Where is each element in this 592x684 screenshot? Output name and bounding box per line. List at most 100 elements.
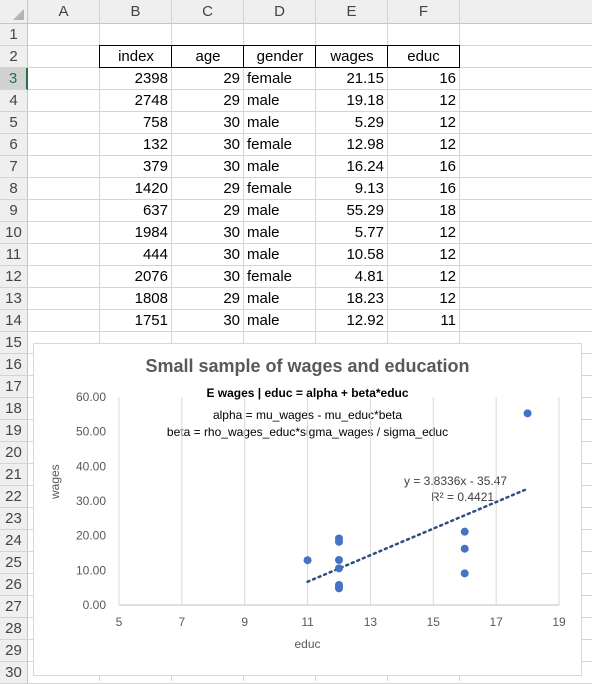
table-cell[interactable]: 16.24 bbox=[316, 156, 387, 177]
row-header-16[interactable]: 16 bbox=[0, 354, 28, 376]
table-cell[interactable]: 12 bbox=[388, 266, 459, 287]
row-header-25[interactable]: 25 bbox=[0, 552, 28, 574]
table-header-age[interactable]: age bbox=[171, 45, 244, 68]
table-cell[interactable]: 1984 bbox=[100, 222, 171, 243]
row-header-8[interactable]: 8 bbox=[0, 178, 28, 200]
row-header-14[interactable]: 14 bbox=[0, 310, 28, 332]
column-header-d[interactable]: D bbox=[244, 0, 316, 24]
row-header-20[interactable]: 20 bbox=[0, 442, 28, 464]
table-cell[interactable]: 16 bbox=[388, 178, 459, 199]
table-cell[interactable]: 12 bbox=[388, 244, 459, 265]
table-cell[interactable]: 12 bbox=[388, 288, 459, 309]
row-header-3[interactable]: 3 bbox=[0, 68, 28, 90]
table-cell[interactable]: male bbox=[244, 222, 315, 243]
row-header-28[interactable]: 28 bbox=[0, 618, 28, 640]
row-header-22[interactable]: 22 bbox=[0, 486, 28, 508]
table-cell[interactable]: male bbox=[244, 244, 315, 265]
table-cell[interactable]: 29 bbox=[172, 288, 243, 309]
row-header-4[interactable]: 4 bbox=[0, 90, 28, 112]
column-header-e[interactable]: E bbox=[316, 0, 388, 24]
table-cell[interactable]: male bbox=[244, 90, 315, 111]
row-header-26[interactable]: 26 bbox=[0, 574, 28, 596]
table-cell[interactable]: 10.58 bbox=[316, 244, 387, 265]
table-cell[interactable]: male bbox=[244, 310, 315, 331]
table-cell[interactable]: female bbox=[244, 266, 315, 287]
table-cell[interactable]: 29 bbox=[172, 178, 243, 199]
table-cell[interactable]: 29 bbox=[172, 200, 243, 221]
table-cell[interactable]: 18 bbox=[388, 200, 459, 221]
row-header-12[interactable]: 12 bbox=[0, 266, 28, 288]
table-cell[interactable]: 30 bbox=[172, 134, 243, 155]
table-cell[interactable]: 5.29 bbox=[316, 112, 387, 133]
row-header-23[interactable]: 23 bbox=[0, 508, 28, 530]
table-cell[interactable]: 12 bbox=[388, 222, 459, 243]
table-header-wages[interactable]: wages bbox=[315, 45, 388, 68]
row-header-10[interactable]: 10 bbox=[0, 222, 28, 244]
table-cell[interactable]: 55.29 bbox=[316, 200, 387, 221]
table-cell[interactable]: 29 bbox=[172, 68, 243, 89]
table-cell[interactable]: 18.23 bbox=[316, 288, 387, 309]
row-header-21[interactable]: 21 bbox=[0, 464, 28, 486]
select-all-corner[interactable] bbox=[0, 0, 28, 24]
table-cell[interactable]: male bbox=[244, 200, 315, 221]
column-header-blank[interactable] bbox=[460, 0, 592, 24]
table-header-educ[interactable]: educ bbox=[387, 45, 460, 68]
table-cell[interactable]: 5.77 bbox=[316, 222, 387, 243]
table-cell[interactable]: 12 bbox=[388, 134, 459, 155]
table-cell[interactable]: 12.98 bbox=[316, 134, 387, 155]
table-cell[interactable]: 1808 bbox=[100, 288, 171, 309]
table-cell[interactable]: 11 bbox=[388, 310, 459, 331]
table-cell[interactable]: female bbox=[244, 134, 315, 155]
table-cell[interactable]: 21.15 bbox=[316, 68, 387, 89]
table-cell[interactable]: 16 bbox=[388, 68, 459, 89]
row-header-19[interactable]: 19 bbox=[0, 420, 28, 442]
table-cell[interactable]: 2398 bbox=[100, 68, 171, 89]
column-header-b[interactable]: B bbox=[100, 0, 172, 24]
table-cell[interactable]: 12 bbox=[388, 112, 459, 133]
row-header-6[interactable]: 6 bbox=[0, 134, 28, 156]
table-cell[interactable]: 30 bbox=[172, 266, 243, 287]
table-cell[interactable]: 30 bbox=[172, 112, 243, 133]
column-header-f[interactable]: F bbox=[388, 0, 460, 24]
row-header-1[interactable]: 1 bbox=[0, 24, 28, 46]
table-cell[interactable]: female bbox=[244, 178, 315, 199]
table-cell[interactable]: 1420 bbox=[100, 178, 171, 199]
table-cell[interactable]: 758 bbox=[100, 112, 171, 133]
row-header-18[interactable]: 18 bbox=[0, 398, 28, 420]
table-cell[interactable]: 30 bbox=[172, 222, 243, 243]
table-cell[interactable]: 12.92 bbox=[316, 310, 387, 331]
column-header-a[interactable]: A bbox=[28, 0, 100, 24]
row-header-9[interactable]: 9 bbox=[0, 200, 28, 222]
table-cell[interactable]: male bbox=[244, 288, 315, 309]
row-header-24[interactable]: 24 bbox=[0, 530, 28, 552]
row-header-7[interactable]: 7 bbox=[0, 156, 28, 178]
column-header-c[interactable]: C bbox=[172, 0, 244, 24]
table-cell[interactable]: male bbox=[244, 156, 315, 177]
table-cell[interactable]: 16 bbox=[388, 156, 459, 177]
table-cell[interactable]: 30 bbox=[172, 156, 243, 177]
table-header-index[interactable]: index bbox=[99, 45, 172, 68]
table-cell[interactable]: 12 bbox=[388, 90, 459, 111]
table-cell[interactable]: 2748 bbox=[100, 90, 171, 111]
table-cell[interactable]: 19.18 bbox=[316, 90, 387, 111]
table-cell[interactable]: 444 bbox=[100, 244, 171, 265]
row-header-11[interactable]: 11 bbox=[0, 244, 28, 266]
table-cell[interactable]: 30 bbox=[172, 310, 243, 331]
table-cell[interactable]: 379 bbox=[100, 156, 171, 177]
table-cell[interactable]: 29 bbox=[172, 90, 243, 111]
row-header-17[interactable]: 17 bbox=[0, 376, 28, 398]
row-header-5[interactable]: 5 bbox=[0, 112, 28, 134]
table-cell[interactable]: 4.81 bbox=[316, 266, 387, 287]
table-cell[interactable]: female bbox=[244, 68, 315, 89]
scatter-chart[interactable]: Small sample of wages and education E wa… bbox=[33, 343, 582, 676]
table-cell[interactable]: 2076 bbox=[100, 266, 171, 287]
table-cell[interactable]: 1751 bbox=[100, 310, 171, 331]
table-cell[interactable]: male bbox=[244, 112, 315, 133]
row-header-27[interactable]: 27 bbox=[0, 596, 28, 618]
table-cell[interactable]: 9.13 bbox=[316, 178, 387, 199]
row-header-29[interactable]: 29 bbox=[0, 640, 28, 662]
row-header-15[interactable]: 15 bbox=[0, 332, 28, 354]
table-header-gender[interactable]: gender bbox=[243, 45, 316, 68]
row-header-2[interactable]: 2 bbox=[0, 46, 28, 68]
table-cell[interactable]: 132 bbox=[100, 134, 171, 155]
